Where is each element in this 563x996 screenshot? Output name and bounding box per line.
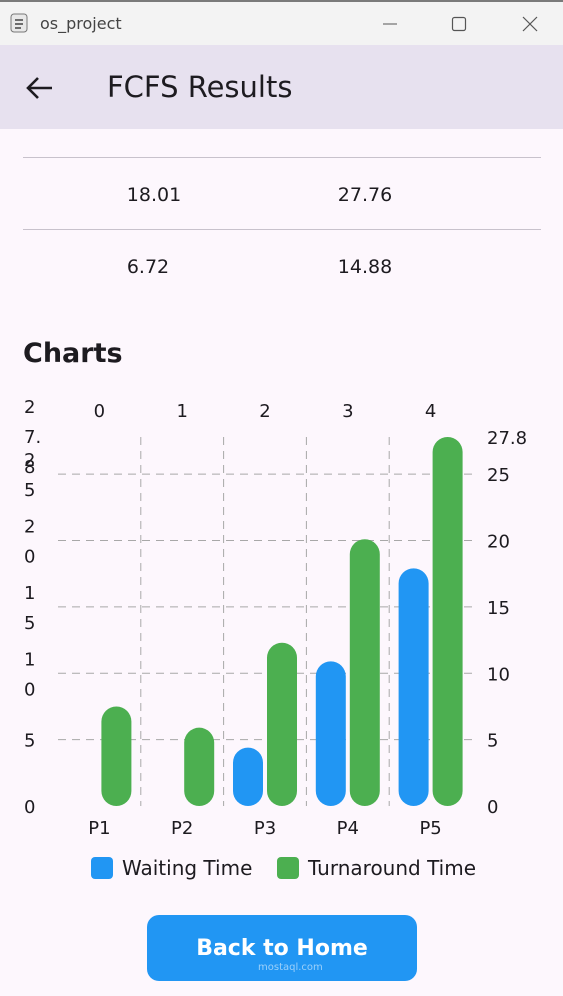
bar-waiting-time bbox=[398, 568, 429, 806]
y-tick-label-left: 1 bbox=[24, 583, 35, 604]
x-tick-label: P1 bbox=[88, 818, 110, 839]
window-title: os_project bbox=[40, 14, 122, 33]
y-tick-label-left: 2 bbox=[24, 397, 35, 418]
y-tick-label-left: 0 bbox=[24, 679, 35, 700]
legend-label-turnaround: Turnaround Time bbox=[308, 856, 477, 880]
y-tick-label-left: 2 bbox=[24, 517, 35, 538]
y-tick-label-left: 5 bbox=[24, 480, 35, 501]
minimize-icon bbox=[383, 23, 397, 25]
x-tick-label: P2 bbox=[171, 818, 193, 839]
y-tick-label-right: 10 bbox=[487, 664, 510, 685]
legend-swatch-waiting bbox=[91, 857, 113, 879]
y-tick-label-left: 5 bbox=[24, 613, 35, 634]
y-tick-label-left: 2 bbox=[24, 450, 35, 471]
bar-waiting-time bbox=[315, 661, 346, 806]
app-bar: FCFS Results bbox=[0, 45, 563, 129]
back-button[interactable] bbox=[24, 72, 56, 104]
maximize-icon bbox=[451, 16, 467, 32]
top-axis-label: 4 bbox=[425, 401, 436, 422]
bar-turnaround-time bbox=[101, 706, 132, 806]
y-tick-label-right: 25 bbox=[487, 465, 510, 486]
charts-heading: Charts bbox=[23, 338, 123, 369]
table-divider bbox=[23, 229, 541, 230]
bar-chart: P10P21P32P43P54051015202527.805101520252… bbox=[24, 397, 527, 839]
app-icon bbox=[10, 13, 28, 33]
y-tick-label-right: 5 bbox=[487, 731, 498, 752]
table-cell-turnaround: 14.88 bbox=[337, 256, 393, 278]
y-tick-label-left: 0 bbox=[24, 797, 35, 818]
top-axis-label: 0 bbox=[94, 401, 105, 422]
legend-item-waiting: Waiting Time bbox=[91, 856, 252, 880]
arrow-back-icon bbox=[26, 77, 52, 99]
y-tick-label-right: 20 bbox=[487, 532, 510, 553]
close-button[interactable] bbox=[507, 10, 553, 38]
bar-turnaround-time bbox=[432, 437, 463, 806]
legend-item-turnaround: Turnaround Time bbox=[277, 856, 476, 880]
table-cell-waiting: 6.72 bbox=[126, 256, 170, 278]
table-cell-waiting: 18.01 bbox=[126, 184, 182, 206]
back-to-home-label: Back to Home bbox=[196, 935, 368, 961]
y-tick-label-left: 1 bbox=[24, 649, 35, 670]
y-tick-label-right: 0 bbox=[487, 797, 498, 818]
maximize-button[interactable] bbox=[436, 10, 482, 38]
legend-swatch-turnaround bbox=[277, 857, 299, 879]
bar-waiting-time bbox=[233, 747, 263, 806]
back-to-home-button[interactable]: Back to Home bbox=[147, 915, 417, 981]
y-tick-label-left: 8 bbox=[24, 457, 35, 478]
y-tick-label-left: 5 bbox=[24, 731, 35, 752]
bar-turnaround-time bbox=[184, 727, 215, 806]
bar-turnaround-time bbox=[267, 642, 297, 806]
x-tick-label: P5 bbox=[419, 818, 441, 839]
minimize-button[interactable] bbox=[367, 10, 413, 38]
y-max-label-right: 27.8 bbox=[487, 428, 527, 449]
watermark: mostaql.com bbox=[258, 962, 323, 973]
x-tick-label: P3 bbox=[254, 818, 276, 839]
table-divider bbox=[23, 157, 541, 158]
page-title: FCFS Results bbox=[107, 70, 293, 104]
y-tick-label-right: 15 bbox=[487, 598, 510, 619]
y-tick-label-left: 7. bbox=[24, 427, 41, 448]
top-axis-label: 1 bbox=[176, 401, 187, 422]
legend-label-waiting: Waiting Time bbox=[122, 856, 253, 880]
window-titlebar: os_project bbox=[0, 0, 563, 45]
y-tick-label-left: 0 bbox=[24, 547, 35, 568]
x-tick-label: P4 bbox=[337, 818, 359, 839]
top-axis-label: 3 bbox=[342, 401, 353, 422]
top-axis-label: 2 bbox=[259, 401, 270, 422]
close-icon bbox=[522, 16, 538, 32]
table-cell-turnaround: 27.76 bbox=[337, 184, 393, 206]
bar-turnaround-time bbox=[349, 539, 380, 806]
